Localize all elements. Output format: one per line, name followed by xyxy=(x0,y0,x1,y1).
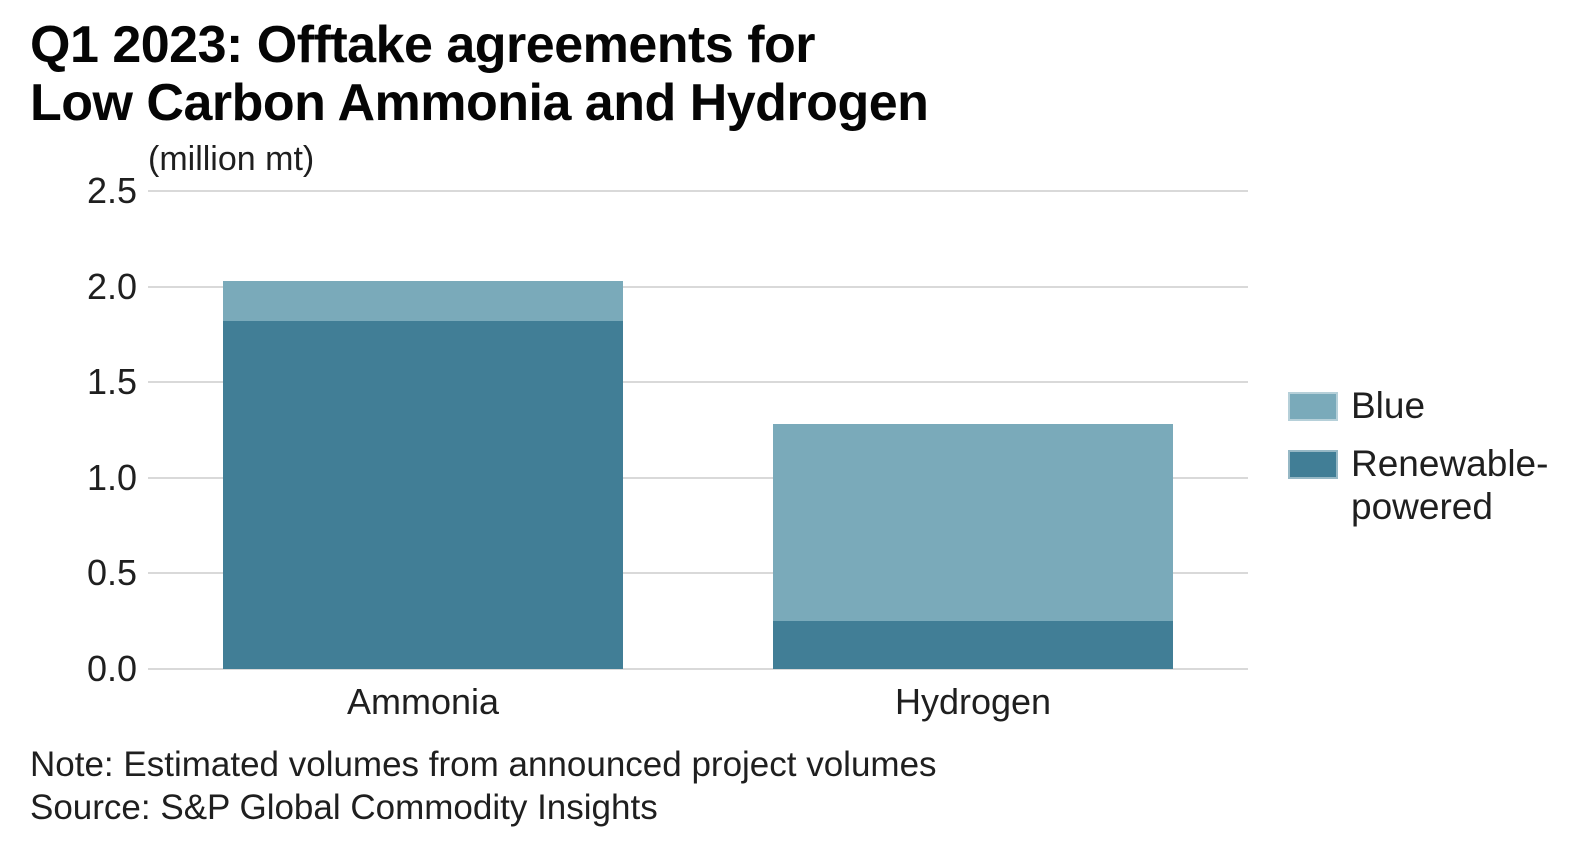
legend-item-blue: Blue xyxy=(1288,384,1580,427)
legend: Blue Renewable-powered xyxy=(1288,384,1580,543)
chart-note: Note: Estimated volumes from announced p… xyxy=(30,745,937,784)
legend-label-renewable-powered: Renewable-powered xyxy=(1351,443,1549,527)
chart-title: Q1 2023: Offtake agreements for Low Carb… xyxy=(30,16,929,132)
legend-swatch-renewable-powered xyxy=(1288,450,1338,479)
gridline-0.0 xyxy=(148,668,1248,670)
chart-title-line2: Low Carbon Ammonia and Hydrogen xyxy=(30,74,929,132)
gridline-2.0 xyxy=(148,285,1248,288)
gridline-1.5 xyxy=(148,381,1248,384)
bar-segment-hydrogen-blue xyxy=(773,424,1173,622)
bar-segment-ammonia-blue xyxy=(223,280,623,321)
chart-title-line1: Q1 2023: Offtake agreements for xyxy=(30,16,816,74)
gridline-1.0 xyxy=(148,476,1248,479)
y-tick-label-2.5: 2.5 xyxy=(86,170,137,211)
y-tick-label-0.0: 0.0 xyxy=(86,648,137,689)
y-tick-label-1.5: 1.5 xyxy=(86,361,137,403)
bar-segment-hydrogen-renewable-powered xyxy=(773,621,1173,669)
legend-label-blue: Blue xyxy=(1351,385,1426,426)
chart-source: Source: S&P Global Commodity Insights xyxy=(30,788,658,827)
bar-segment-ammonia-renewable-powered xyxy=(223,321,623,669)
y-axis-unit-label: (million mt) xyxy=(148,140,315,178)
x-axis-label-hydrogen: Hydrogen xyxy=(894,681,1052,722)
gridline-2.5 xyxy=(148,190,1248,192)
legend-item-renewable-powered: Renewable-powered xyxy=(1288,442,1580,528)
x-axis-label-ammonia: Ammonia xyxy=(346,681,500,722)
gridline-0.5 xyxy=(148,572,1248,575)
legend-swatch-blue xyxy=(1288,392,1338,421)
y-tick-label-1.0: 1.0 xyxy=(86,456,137,498)
y-tick-label-2.0: 2.0 xyxy=(86,265,137,307)
y-tick-label-0.5: 0.5 xyxy=(86,552,137,594)
